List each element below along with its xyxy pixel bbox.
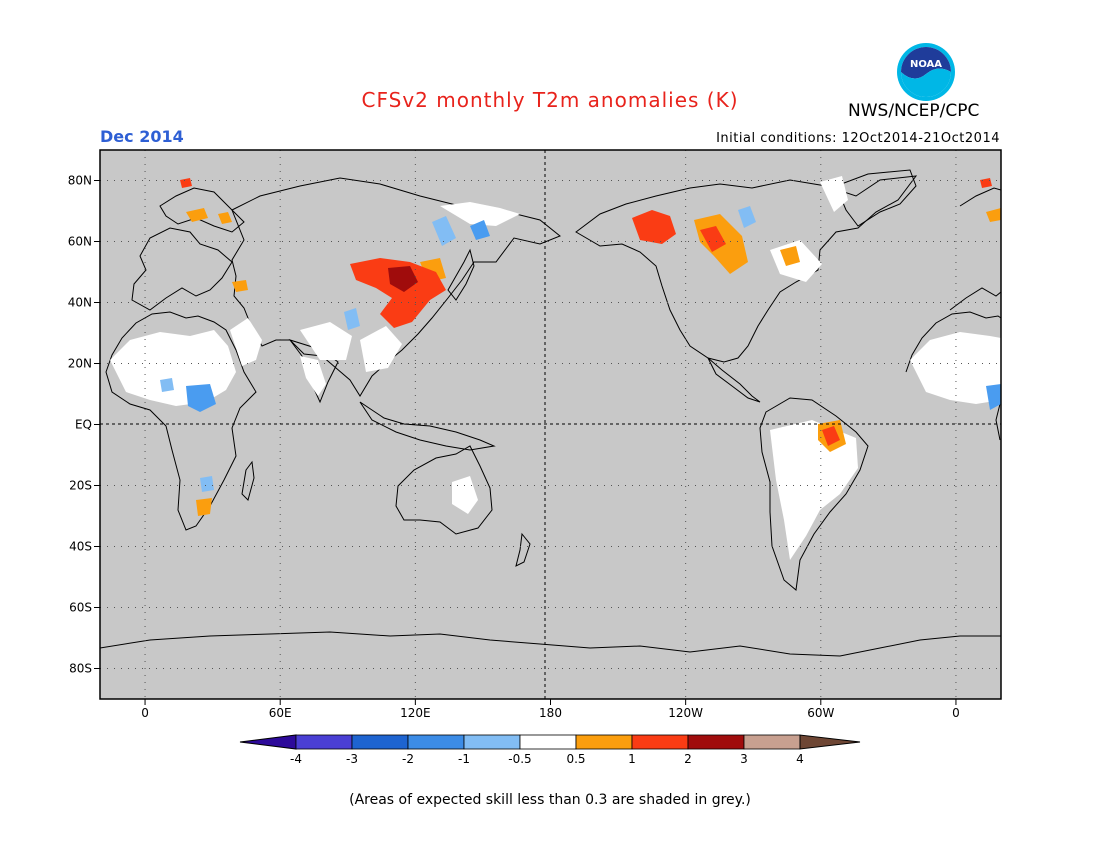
coast-newzealand	[515, 532, 531, 567]
lon-label: 60E	[269, 706, 292, 720]
red-china-ne	[350, 258, 446, 328]
forecast-period: Dec 2014	[100, 127, 184, 146]
lat-label: 80S	[69, 662, 92, 676]
orange-scandinavia	[186, 208, 208, 222]
colorbar-swatch	[463, 734, 521, 750]
darkred-mongolia	[388, 266, 418, 292]
lat-label: 20N	[68, 357, 92, 371]
lon-label: 180	[539, 706, 562, 720]
white-central-asia	[300, 322, 352, 360]
lat-label: 20S	[69, 479, 92, 493]
colorbar-label: 2	[684, 752, 692, 766]
colorbar: -4 -3 -2 -1 -0.5 0.5 1 2 3 4	[239, 734, 861, 766]
red-canada	[700, 226, 726, 252]
lat-label: 60S	[69, 601, 92, 615]
lat-label: 40N	[68, 296, 92, 310]
lat-label: 60N	[68, 235, 92, 249]
coast-madagascar	[241, 460, 255, 501]
blue-africa-wrap	[986, 384, 1001, 410]
red-brazil	[822, 426, 840, 446]
white-india	[300, 356, 326, 396]
coast-africa-europe	[105, 187, 257, 531]
axis-labels: 80N 60N 40N 20N EQ 20S 40S 60S 80S 0 60E 120E 180 120…	[68, 174, 960, 721]
orange-south-africa	[196, 498, 212, 516]
colorbar-swatch	[687, 734, 745, 750]
colorbar-label: -2	[402, 752, 414, 766]
lon-label: 60W	[807, 706, 834, 720]
coast-south-america	[759, 397, 869, 591]
colorbar-swatch	[743, 734, 801, 750]
colorbar-label: 0.5	[566, 752, 585, 766]
noaa-logo-text: NOAA	[910, 59, 942, 70]
coast-japan	[447, 248, 475, 301]
light-blue-siberia-2	[470, 220, 490, 240]
colorbar-right-arrow	[799, 734, 861, 750]
chart-title: CFSv2 monthly T2m anomalies (K)	[361, 88, 739, 112]
graticule	[100, 150, 1001, 699]
light-blue-siberia	[432, 216, 456, 246]
lon-label: 120W	[668, 706, 703, 720]
colorbar-label: 4	[796, 752, 804, 766]
white-middle-east	[230, 318, 262, 366]
coast-australia	[395, 445, 493, 535]
coast-indonesia	[359, 401, 496, 451]
lat-label: 80N	[68, 174, 92, 188]
footnote: (Areas of expected skill less than 0.3 a…	[349, 792, 751, 808]
colorbar-swatch	[351, 734, 409, 750]
blue-central-africa-2	[160, 378, 174, 392]
blue-hudson	[738, 206, 756, 228]
colorbar-label: 1	[628, 752, 636, 766]
coast-europe-wrap	[949, 187, 1001, 311]
coast-greenland	[835, 169, 917, 227]
coast-antarctica	[100, 631, 1001, 657]
colorbar-swatch	[407, 734, 465, 750]
colorbar-swatch	[575, 734, 633, 750]
blue-china	[344, 308, 360, 330]
agency-label: NWS/NCEP/CPC	[848, 101, 980, 121]
lat-label: EQ	[75, 418, 92, 432]
colorbar-label: -3	[346, 752, 358, 766]
colorbar-swatch	[631, 734, 689, 750]
orange-scandinavia-2	[218, 212, 232, 224]
blue-central-africa	[186, 384, 216, 412]
orange-turkey	[232, 280, 248, 292]
red-alaska	[632, 210, 676, 244]
colorbar-label: -4	[290, 752, 302, 766]
lon-label: 120E	[400, 706, 431, 720]
white-china	[360, 326, 402, 372]
anomaly-patches	[160, 178, 1001, 516]
noaa-logo: NOAA	[897, 43, 955, 101]
white-south-america	[770, 420, 858, 560]
colorbar-label: -0.5	[508, 752, 531, 766]
white-siberia	[440, 202, 520, 226]
white-greenland	[820, 176, 848, 212]
red-scandinavia	[180, 178, 192, 188]
orange-quebec	[780, 246, 800, 266]
colorbar-swatch	[519, 734, 577, 750]
lat-label: 40S	[69, 540, 92, 554]
orange-scandinavia-wrap	[986, 208, 1001, 222]
colorbar-label: -1	[458, 752, 470, 766]
lon-label: 0	[952, 706, 960, 720]
coast-central-america	[707, 357, 761, 403]
colorbar-swatch	[295, 734, 353, 750]
coast-africa-wrap	[905, 311, 1001, 441]
colorbar-label: 3	[740, 752, 748, 766]
map-layers	[100, 150, 1001, 699]
initial-conditions: Initial conditions: 12Oct2014-21Oct2014	[716, 131, 1000, 146]
lon-label: 0	[141, 706, 149, 720]
colorbar-left-arrow	[239, 734, 297, 750]
blue-south-africa	[200, 476, 214, 492]
